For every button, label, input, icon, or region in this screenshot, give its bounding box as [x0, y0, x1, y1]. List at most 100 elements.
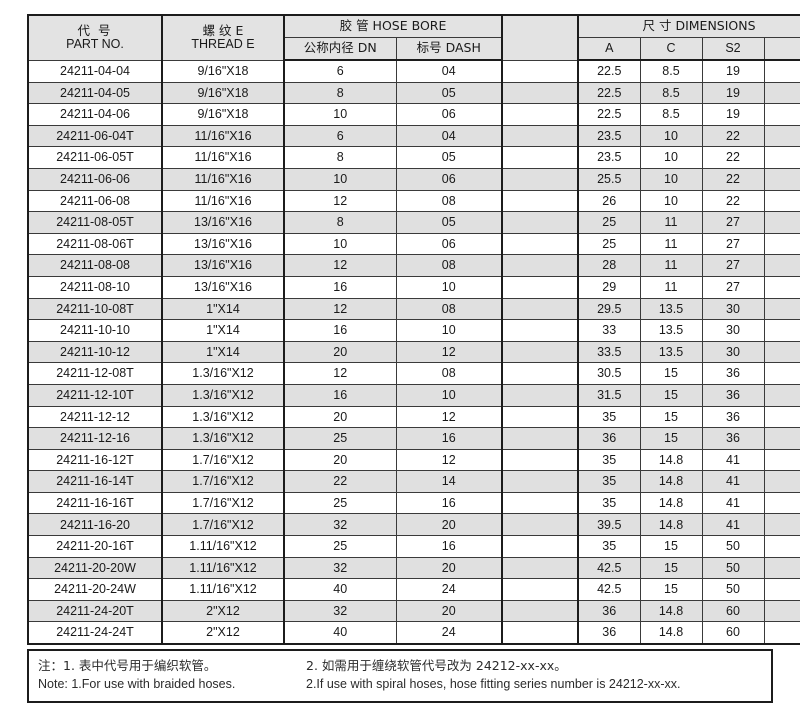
cell-spacer: [501, 621, 579, 645]
cell-dn: 8: [283, 211, 397, 234]
cell-c: 15: [639, 556, 703, 580]
cell-spacer: [501, 578, 579, 601]
table-row: 24211-08-05T 13/16"X16 8 05 25 11 27: [27, 211, 800, 234]
cell-c: 10: [639, 189, 703, 213]
cell-spacer: [501, 470, 579, 493]
cell-part-no: 24211-08-05T: [27, 211, 163, 234]
cell-blank: [763, 556, 800, 580]
cell-a: 36: [577, 427, 641, 450]
cell-blank: [763, 362, 800, 385]
cell-dn: 8: [283, 81, 397, 105]
cell-spacer: [501, 103, 579, 126]
cell-thread-e: 13/16"X16: [161, 254, 285, 277]
cell-a: 36: [577, 599, 641, 623]
cell-dash: 10: [395, 275, 503, 299]
cell-s2: 19: [701, 81, 765, 105]
cell-part-no: 24211-16-14T: [27, 470, 163, 493]
cell-spacer: [501, 535, 579, 558]
cell-spacer: [501, 211, 579, 234]
cell-thread-e: 1.7/16"X12: [161, 513, 285, 537]
header-part-no-cjk: 代 号: [77, 23, 113, 39]
cell-blank: [763, 297, 800, 321]
cell-s2: 36: [701, 383, 765, 407]
cell-thread-e: 11/16"X16: [161, 189, 285, 213]
cell-dash: 08: [395, 189, 503, 213]
cell-part-no: 24211-04-05: [27, 81, 163, 105]
cell-dn: 40: [283, 621, 397, 645]
cell-s2: 30: [701, 340, 765, 364]
cell-a: 31.5: [577, 383, 641, 407]
cell-s2: 36: [701, 405, 765, 429]
cell-blank: [763, 535, 800, 558]
cell-a: 29: [577, 275, 641, 299]
table-row: 24211-04-06 9/16"X18 10 06 22.5 8.5 19: [27, 103, 800, 126]
cell-a: 29.5: [577, 297, 641, 321]
table-row: 24211-12-16 1.3/16"X12 25 16 36 15 36: [27, 427, 800, 450]
cell-dash: 08: [395, 254, 503, 277]
cell-blank: [763, 513, 800, 537]
cell-dash: 12: [395, 405, 503, 429]
cell-c: 8.5: [639, 81, 703, 105]
cell-dn: 10: [283, 232, 397, 256]
cell-dn: 25: [283, 535, 397, 558]
table-row: 24211-04-04 9/16"X18 6 04 22.5 8.5 19: [27, 59, 800, 83]
cell-s2: 22: [701, 189, 765, 213]
cell-blank: [763, 146, 800, 169]
cell-spacer: [501, 189, 579, 213]
cell-spacer: [501, 297, 579, 321]
table-row: 24211-10-12 1"X14 20 12 33.5 13.5 30: [27, 340, 800, 364]
cell-spacer: [501, 362, 579, 385]
cell-spacer: [501, 319, 579, 342]
cell-s2: 19: [701, 103, 765, 126]
cell-a: 42.5: [577, 556, 641, 580]
cell-part-no: 24211-12-16: [27, 427, 163, 450]
cell-spacer: [501, 383, 579, 407]
cell-part-no: 24211-06-08: [27, 189, 163, 213]
cell-part-no: 24211-06-05T: [27, 146, 163, 169]
cell-dash: 05: [395, 146, 503, 169]
table-row: 24211-12-08T 1.3/16"X12 12 08 30.5 15 36: [27, 362, 800, 385]
cell-dash: 12: [395, 340, 503, 364]
cell-dash: 05: [395, 211, 503, 234]
table-row: 24211-10-08T 1"X14 12 08 29.5 13.5 30: [27, 297, 800, 321]
cell-part-no: 24211-20-20W: [27, 556, 163, 580]
note-cjk-2: 2. 如需用于缠绕软管代号改为 24212-xx-xx。: [306, 658, 567, 674]
cell-part-no: 24211-16-16T: [27, 491, 163, 515]
cell-blank: [763, 621, 800, 645]
cell-s2: 60: [701, 599, 765, 623]
cell-dash: 08: [395, 362, 503, 385]
cell-s2: 41: [701, 448, 765, 472]
cell-dn: 12: [283, 362, 397, 385]
cell-thread-e: 13/16"X16: [161, 232, 285, 256]
table-row: 24211-08-10 13/16"X16 16 10 29 11 27: [27, 275, 800, 299]
cell-part-no: 24211-06-06: [27, 167, 163, 191]
cell-c: 15: [639, 578, 703, 601]
cell-dash: 20: [395, 513, 503, 537]
cell-thread-e: 1"X14: [161, 297, 285, 321]
cell-dn: 12: [283, 297, 397, 321]
cell-dash: 20: [395, 556, 503, 580]
cell-spacer: [501, 59, 579, 83]
cell-dn: 20: [283, 405, 397, 429]
cell-s2: 30: [701, 297, 765, 321]
cell-a: 35: [577, 470, 641, 493]
cell-dash: 04: [395, 124, 503, 148]
cell-a: 25: [577, 232, 641, 256]
cell-dash: 08: [395, 297, 503, 321]
cell-a: 25.5: [577, 167, 641, 191]
table-row: 24211-04-05 9/16"X18 8 05 22.5 8.5 19: [27, 81, 800, 105]
cell-dn: 6: [283, 124, 397, 148]
cell-dash: 16: [395, 427, 503, 450]
cell-blank: [763, 491, 800, 515]
cell-s2: 36: [701, 362, 765, 385]
note-en-2: 2.If use with spiral hoses, hose fitting…: [306, 677, 681, 692]
hose-fitting-spec-table: 代 号 PART NO. 螺 纹 E THREAD E 胶 管 HOSE BOR…: [27, 14, 800, 646]
cell-a: 42.5: [577, 578, 641, 601]
cell-a: 33: [577, 319, 641, 342]
cell-dn: 12: [283, 189, 397, 213]
cell-s2: 27: [701, 254, 765, 277]
cell-blank: [763, 232, 800, 256]
cell-part-no: 24211-10-08T: [27, 297, 163, 321]
cell-a: 25: [577, 211, 641, 234]
cell-spacer: [501, 427, 579, 450]
